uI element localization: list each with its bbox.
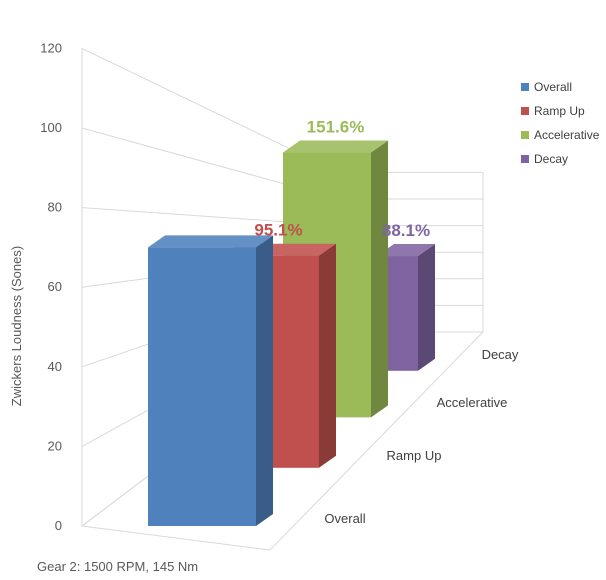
legend-item-overall: Overall bbox=[521, 80, 572, 94]
legend-swatch bbox=[521, 155, 529, 163]
category-label-overall: Overall bbox=[324, 511, 365, 526]
category-label-accelerative: Accelerative bbox=[437, 395, 508, 410]
data-label-decay: 88.1% bbox=[382, 221, 430, 240]
legend-label: Decay bbox=[534, 152, 568, 166]
y-tick-0: 0 bbox=[55, 518, 62, 533]
bar-overall bbox=[148, 235, 273, 526]
y-tick-100: 100 bbox=[40, 120, 62, 135]
bars bbox=[148, 140, 435, 526]
y-tick-60: 60 bbox=[48, 279, 62, 294]
y-tick-120: 120 bbox=[40, 40, 62, 55]
data-label-accelerative: 151.6% bbox=[307, 118, 365, 137]
y-tick-80: 80 bbox=[48, 200, 62, 215]
legend-swatch bbox=[521, 131, 529, 139]
data-labels: 88.1% 151.6% 95.1% bbox=[254, 118, 430, 241]
gridline-120 bbox=[81, 47, 483, 173]
y-axis-title: Zwickers Loudness (Sones) bbox=[9, 246, 24, 406]
y-tick-40: 40 bbox=[48, 359, 62, 374]
legend-label: Overall bbox=[534, 80, 572, 94]
legend-label: Ramp Up bbox=[534, 104, 585, 118]
legend: Overall Ramp Up Accelerative Decay bbox=[521, 80, 600, 166]
legend-item-accelerative: Accelerative bbox=[521, 128, 600, 142]
legend-swatch bbox=[521, 107, 529, 115]
legend-swatch bbox=[521, 83, 529, 91]
category-label-decay: Decay bbox=[482, 347, 519, 362]
data-label-ramp-up: 95.1% bbox=[254, 221, 302, 240]
category-labels: Overall Ramp Up Accelerative Decay bbox=[324, 347, 519, 526]
legend-item-ramp-up: Ramp Up bbox=[521, 104, 585, 118]
category-label-ramp-up: Ramp Up bbox=[387, 448, 442, 463]
gridline-100 bbox=[81, 127, 483, 200]
legend-item-decay: Decay bbox=[521, 152, 568, 166]
y-tick-20: 20 bbox=[48, 438, 62, 453]
legend-label: Accelerative bbox=[534, 128, 600, 142]
y-tick-labels: 0 20 40 60 80 100 120 bbox=[40, 40, 62, 533]
x-axis-title: Gear 2: 1500 RPM, 145 Nm bbox=[37, 559, 198, 574]
